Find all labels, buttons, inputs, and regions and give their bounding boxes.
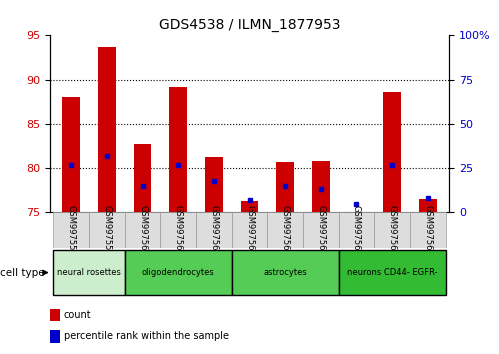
Bar — [98, 47, 116, 212]
Bar — [267, 212, 303, 248]
Bar — [303, 212, 339, 248]
Text: GSM997562: GSM997562 — [210, 205, 219, 256]
Bar — [276, 162, 294, 212]
Text: GSM997561: GSM997561 — [174, 205, 183, 256]
Title: GDS4538 / ILMN_1877953: GDS4538 / ILMN_1877953 — [159, 18, 340, 32]
Text: GSM997559: GSM997559 — [102, 205, 111, 256]
Text: GSM997560: GSM997560 — [138, 205, 147, 256]
Bar — [50, 309, 60, 321]
Text: count: count — [64, 310, 91, 320]
Text: neurons CD44- EGFR-: neurons CD44- EGFR- — [347, 268, 437, 277]
Text: oligodendrocytes: oligodendrocytes — [142, 268, 215, 277]
Text: GSM997568: GSM997568 — [423, 205, 432, 256]
Bar — [241, 201, 258, 212]
Bar — [339, 250, 446, 295]
Text: cell type: cell type — [0, 268, 45, 278]
Text: GSM997567: GSM997567 — [388, 205, 397, 256]
Bar — [169, 87, 187, 212]
Bar — [383, 92, 401, 212]
Bar — [160, 212, 196, 248]
Bar — [134, 144, 152, 212]
Text: GSM997558: GSM997558 — [67, 205, 76, 256]
Bar — [62, 97, 80, 212]
Text: GSM997566: GSM997566 — [352, 205, 361, 256]
Text: GSM997563: GSM997563 — [245, 205, 254, 256]
Bar — [410, 212, 446, 248]
Text: percentile rank within the sample: percentile rank within the sample — [64, 331, 229, 341]
Bar — [50, 330, 60, 343]
Bar — [339, 212, 374, 248]
Bar — [53, 250, 125, 295]
Bar — [419, 199, 437, 212]
Bar — [205, 156, 223, 212]
Bar — [232, 212, 267, 248]
Text: GSM997565: GSM997565 — [316, 205, 325, 256]
Text: neural rosettes: neural rosettes — [57, 268, 121, 277]
Bar — [196, 212, 232, 248]
Bar — [374, 212, 410, 248]
Bar — [312, 161, 330, 212]
Text: GSM997564: GSM997564 — [280, 205, 289, 256]
Bar — [125, 212, 160, 248]
Bar — [53, 212, 89, 248]
Bar — [125, 250, 232, 295]
Bar — [89, 212, 125, 248]
Bar — [232, 250, 339, 295]
Text: astrocytes: astrocytes — [263, 268, 307, 277]
